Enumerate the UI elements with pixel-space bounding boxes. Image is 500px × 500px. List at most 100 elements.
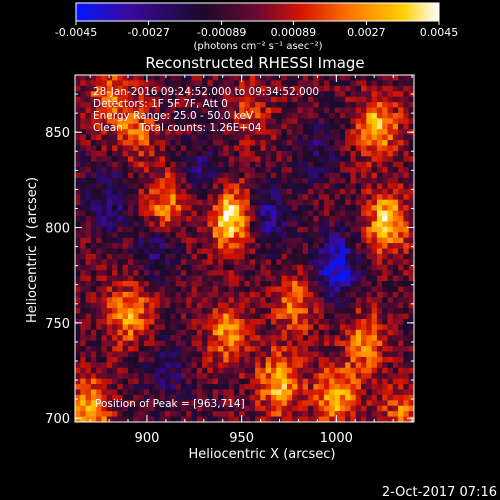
heatmap-cell xyxy=(392,140,399,146)
heatmap-cell xyxy=(366,367,372,374)
heatmap-cell xyxy=(112,118,118,125)
heatmap-cell xyxy=(302,259,309,266)
heatmap-cell xyxy=(297,194,304,200)
heatmap-cell xyxy=(286,118,293,125)
heatmap-cell xyxy=(249,378,256,385)
heatmap-cell xyxy=(339,373,346,379)
heatmap-cell xyxy=(149,367,155,374)
heatmap-cell xyxy=(361,313,367,320)
heatmap-cell xyxy=(265,243,272,249)
heatmap-cell xyxy=(154,324,161,331)
heatmap-cell xyxy=(154,150,161,157)
heatmap-cell xyxy=(212,156,219,163)
heatmap-cell xyxy=(270,167,277,173)
heatmap-cell xyxy=(133,270,139,276)
heatmap-cell xyxy=(122,123,129,130)
heatmap-cell xyxy=(154,118,161,125)
heatmap-cell xyxy=(180,85,187,92)
heatmap-cell xyxy=(281,129,288,135)
heatmap-cell xyxy=(170,96,176,103)
heatmap-cell xyxy=(376,172,383,179)
heatmap-cell xyxy=(165,80,171,87)
heatmap-cell xyxy=(117,188,123,195)
heatmap-cell xyxy=(223,367,229,374)
heatmap-cell xyxy=(398,324,404,331)
heatmap-cell xyxy=(313,378,319,385)
heatmap-cell xyxy=(233,145,240,152)
heatmap-cell xyxy=(170,75,176,81)
heatmap-cell xyxy=(350,367,357,374)
heatmap-cell xyxy=(117,118,123,125)
heatmap-cell xyxy=(154,416,161,423)
heatmap-cell xyxy=(138,324,145,331)
heatmap-cell xyxy=(202,178,208,184)
heatmap-cell xyxy=(175,378,182,385)
heatmap-cell xyxy=(318,232,325,238)
heatmap-cell xyxy=(249,291,256,298)
heatmap-cell xyxy=(286,259,293,266)
heatmap-cell xyxy=(302,286,309,293)
heatmap-cell xyxy=(355,329,362,336)
heatmap-cell xyxy=(202,112,208,119)
heatmap-cell xyxy=(366,134,372,141)
heatmap-cell xyxy=(127,329,134,336)
heatmap-cell xyxy=(75,183,81,190)
heatmap-cell xyxy=(127,172,134,179)
heatmap-cell xyxy=(345,400,351,407)
heatmap-cell xyxy=(350,318,357,325)
heatmap-cell xyxy=(154,281,161,287)
heatmap-cell xyxy=(355,161,362,168)
heatmap-cell xyxy=(112,205,118,211)
heatmap-cell xyxy=(196,129,203,135)
heatmap-cell xyxy=(244,356,251,363)
heatmap-cell xyxy=(292,324,298,331)
heatmap-cell xyxy=(276,156,282,163)
heatmap-cell xyxy=(270,199,277,206)
heatmap-cell xyxy=(255,351,261,358)
heatmap-cell xyxy=(228,405,235,412)
heatmap-cell xyxy=(255,384,261,390)
heatmap-cell xyxy=(202,194,208,200)
heatmap-cell xyxy=(90,221,97,228)
heatmap-cell xyxy=(143,226,150,233)
heatmap-cell xyxy=(398,400,404,407)
heatmap-cell xyxy=(80,281,86,287)
heatmap-cell xyxy=(350,335,357,341)
heatmap-cell xyxy=(170,156,176,163)
heatmap-cell xyxy=(170,351,176,358)
heatmap-cell xyxy=(90,389,97,396)
heatmap-cell xyxy=(387,275,394,282)
heatmap-cell xyxy=(334,123,341,130)
heatmap-cell xyxy=(143,275,150,282)
heatmap-cell xyxy=(276,318,282,325)
heatmap-cell xyxy=(228,400,235,407)
heatmap-cell xyxy=(228,384,235,390)
heatmap-cell xyxy=(350,264,357,271)
heatmap-cell xyxy=(339,318,346,325)
heatmap-cell xyxy=(334,253,341,260)
heatmap-cell xyxy=(329,264,335,271)
heatmap-cell xyxy=(207,85,214,92)
heatmap-cell xyxy=(191,75,198,81)
heatmap-cell xyxy=(223,302,229,309)
heatmap-cell xyxy=(186,134,192,141)
heatmap-cell xyxy=(175,80,182,87)
heatmap-cell xyxy=(233,416,240,423)
heatmap-cell xyxy=(212,297,219,304)
heatmap-cell xyxy=(313,140,319,146)
heatmap-cell xyxy=(90,378,97,385)
heatmap-cell xyxy=(212,351,219,358)
heatmap-cell xyxy=(260,199,266,206)
heatmap-cell xyxy=(292,405,298,412)
heatmap-cell xyxy=(355,188,362,195)
heatmap-cell xyxy=(392,178,399,184)
heatmap-cell xyxy=(112,340,118,347)
heatmap-cell xyxy=(175,145,182,152)
heatmap-cell xyxy=(350,384,357,390)
heatmap-cell xyxy=(180,118,187,125)
heatmap-cell xyxy=(218,167,224,173)
heatmap-cell xyxy=(223,373,229,379)
heatmap-cell xyxy=(371,367,378,374)
heatmap-cell xyxy=(239,80,245,87)
heatmap-cell xyxy=(133,329,139,336)
